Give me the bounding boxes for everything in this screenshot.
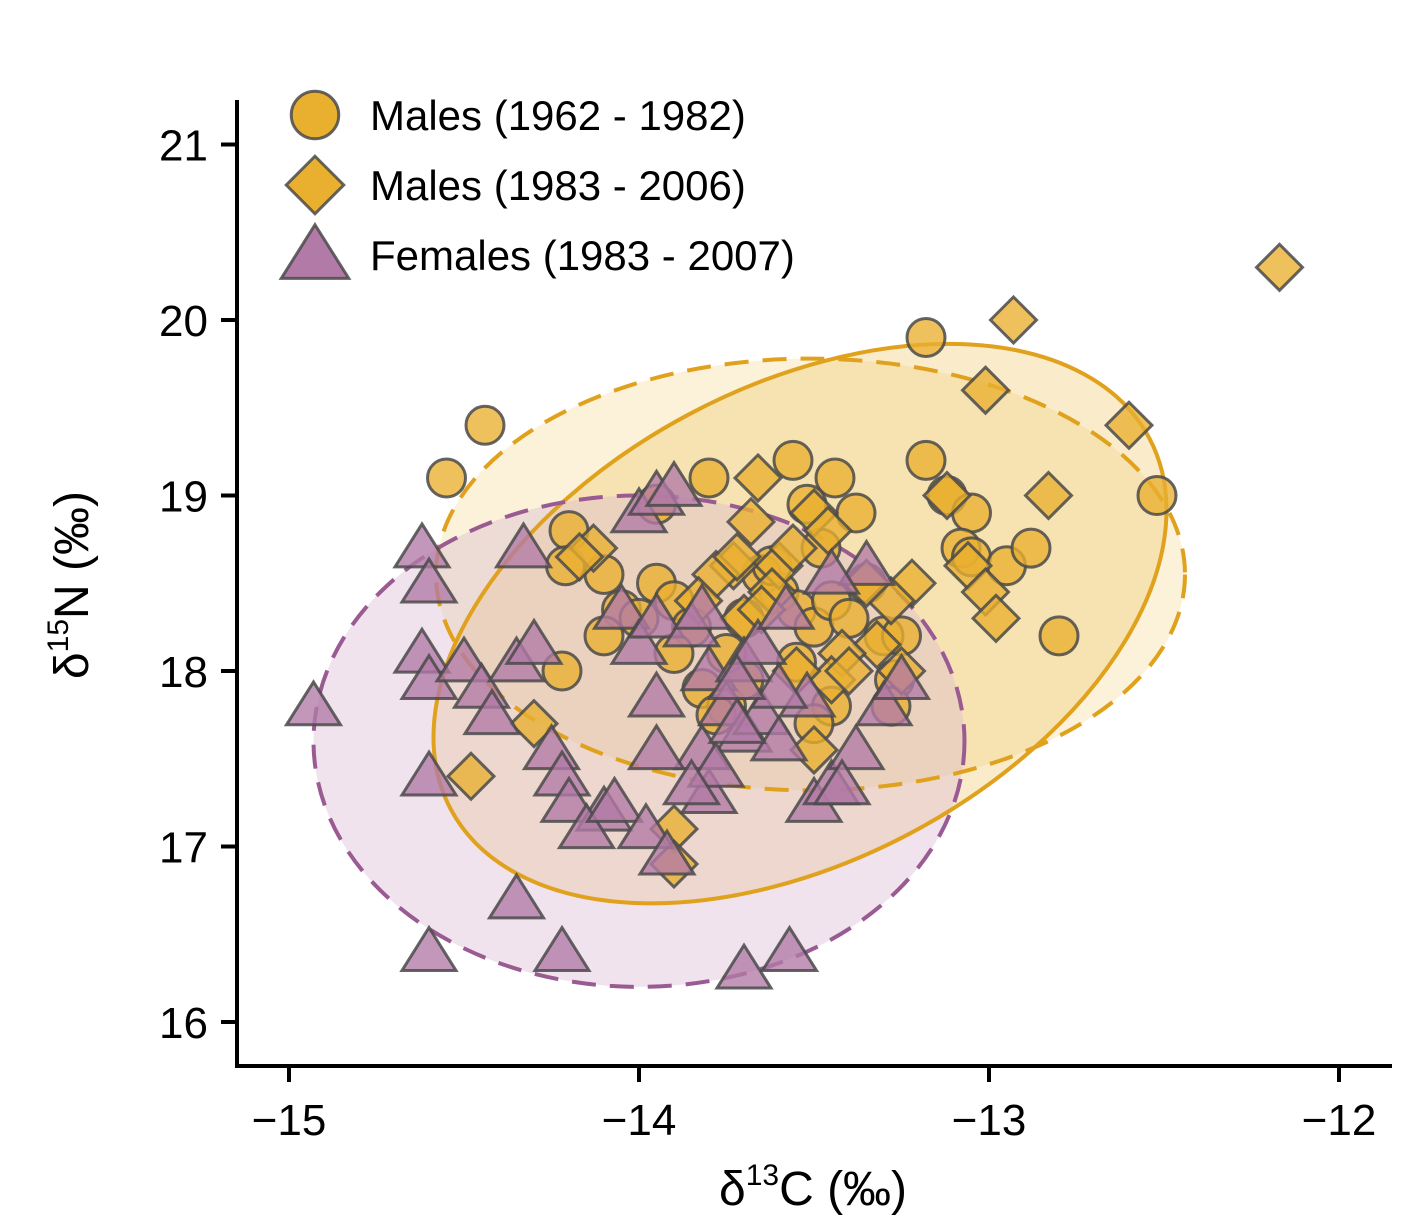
axes: [235, 100, 1392, 1068]
data-point-circle: [828, 597, 870, 639]
data-point-triangle: [486, 872, 547, 920]
data-point-diamond: [921, 470, 973, 521]
legend-marker-circle: [289, 89, 341, 141]
legend: Males (1962 - 1982) Males (1983 - 2006) Fe…: [278, 89, 795, 280]
data-point-triangle: [626, 670, 687, 718]
data-point-triangle: [616, 801, 676, 850]
data-point-triangle: [399, 556, 459, 604]
data-point-triangle: [591, 582, 652, 630]
legend-label: Males (1962 - 1982): [370, 92, 746, 139]
data-point-triangle: [626, 722, 687, 771]
data-point-triangle: [504, 617, 564, 665]
x-tick-label: −12: [1302, 1096, 1377, 1145]
data-point-triangle: [399, 924, 459, 972]
data-point-triangle: [672, 582, 732, 630]
y-tick-label: 20: [159, 297, 208, 346]
data-point-diamond: [1103, 400, 1155, 451]
y-tick-label: 21: [159, 122, 208, 171]
data-point-circle: [426, 457, 467, 499]
data-point-circle: [905, 439, 947, 481]
legend-label: Males (1983 - 2006): [370, 162, 746, 209]
data-point-circle: [1010, 527, 1052, 569]
legend-label: Females (1983 - 2007): [370, 232, 795, 279]
data-point-triangle: [749, 661, 809, 709]
legend-item: Males (1962 - 1982): [289, 89, 746, 141]
data-point-diamond: [970, 593, 1022, 644]
data-point-diamond: [767, 523, 819, 574]
data-point-circle: [1136, 475, 1178, 516]
y-tick-label: 17: [159, 824, 208, 873]
data-point-diamond: [732, 452, 784, 504]
data-point-diamond: [788, 724, 840, 776]
data-point-diamond: [711, 531, 763, 583]
data-point-triangle: [836, 538, 897, 586]
x-tick-label: −15: [252, 1096, 327, 1145]
y-tick-label: 19: [159, 473, 208, 522]
data-point-diamond: [445, 751, 497, 802]
data-point-triangle: [532, 924, 592, 972]
data-point-triangle: [584, 775, 645, 823]
data-point-triangle: [871, 652, 932, 700]
data-point-triangle: [686, 740, 746, 788]
data-point-triangle: [392, 521, 452, 569]
data-point-triangle: [399, 749, 459, 797]
data-point-diamond: [1254, 242, 1305, 293]
x-tick-label: −14: [602, 1096, 677, 1145]
data-point-triangle: [626, 591, 687, 639]
data-point-diamond: [725, 496, 777, 547]
data-point-triangle: [749, 714, 809, 762]
data-point-circle: [905, 317, 947, 359]
y-tick-label: 18: [159, 648, 208, 697]
x-tick-label: −13: [952, 1096, 1027, 1145]
data-point-circle: [1038, 615, 1080, 657]
ellipse-outline: [431, 341, 1169, 906]
x-axis-title: δ13C (‰): [719, 1159, 907, 1216]
legend-marker-triangle: [278, 221, 352, 280]
data-point-triangle: [609, 617, 669, 665]
data-point-circle: [772, 439, 814, 481]
x-ticks: −15 −14 −13 −12: [252, 1066, 1377, 1145]
points-layer: [283, 242, 1305, 990]
legend-item: Males (1983 - 2006): [284, 154, 746, 216]
data-point-triangle: [661, 758, 722, 806]
data-point-triangle: [854, 679, 914, 727]
data-point-triangle: [493, 521, 554, 569]
data-point-diamond: [960, 365, 1011, 416]
data-point-triangle: [801, 547, 862, 595]
data-point-circle: [464, 404, 506, 446]
data-point-diamond: [851, 619, 903, 670]
y-tick-label: 16: [159, 999, 208, 1048]
legend-item: Females (1983 - 2007): [278, 221, 795, 280]
series-triangle: [283, 459, 932, 990]
data-point-triangle: [756, 582, 816, 630]
data-point-triangle: [728, 617, 788, 665]
data-point-triangle: [556, 801, 617, 850]
y-ticks: 16 17 18 19 20 21: [159, 122, 237, 1048]
data-point-triangle: [759, 924, 820, 972]
data-point-triangle: [714, 942, 774, 990]
legend-marker-diamond: [284, 154, 346, 216]
y-axis-title: δ15N (‰): [42, 491, 99, 679]
data-point-diamond: [823, 645, 875, 697]
data-point-circle: [814, 457, 856, 499]
data-point-diamond: [1023, 470, 1074, 521]
data-point-triangle: [707, 696, 767, 744]
data-point-triangle: [812, 758, 872, 806]
data-point-triangle: [637, 828, 697, 876]
ellipse-fill: [436, 358, 1185, 791]
data-point-triangle: [644, 459, 704, 507]
data-point-diamond: [988, 294, 1039, 346]
data-point-circle: [688, 457, 730, 499]
data-point-triangle: [826, 722, 886, 771]
data-point-triangle: [462, 687, 522, 736]
data-point-diamond: [554, 531, 605, 583]
data-point-triangle: [283, 679, 344, 727]
